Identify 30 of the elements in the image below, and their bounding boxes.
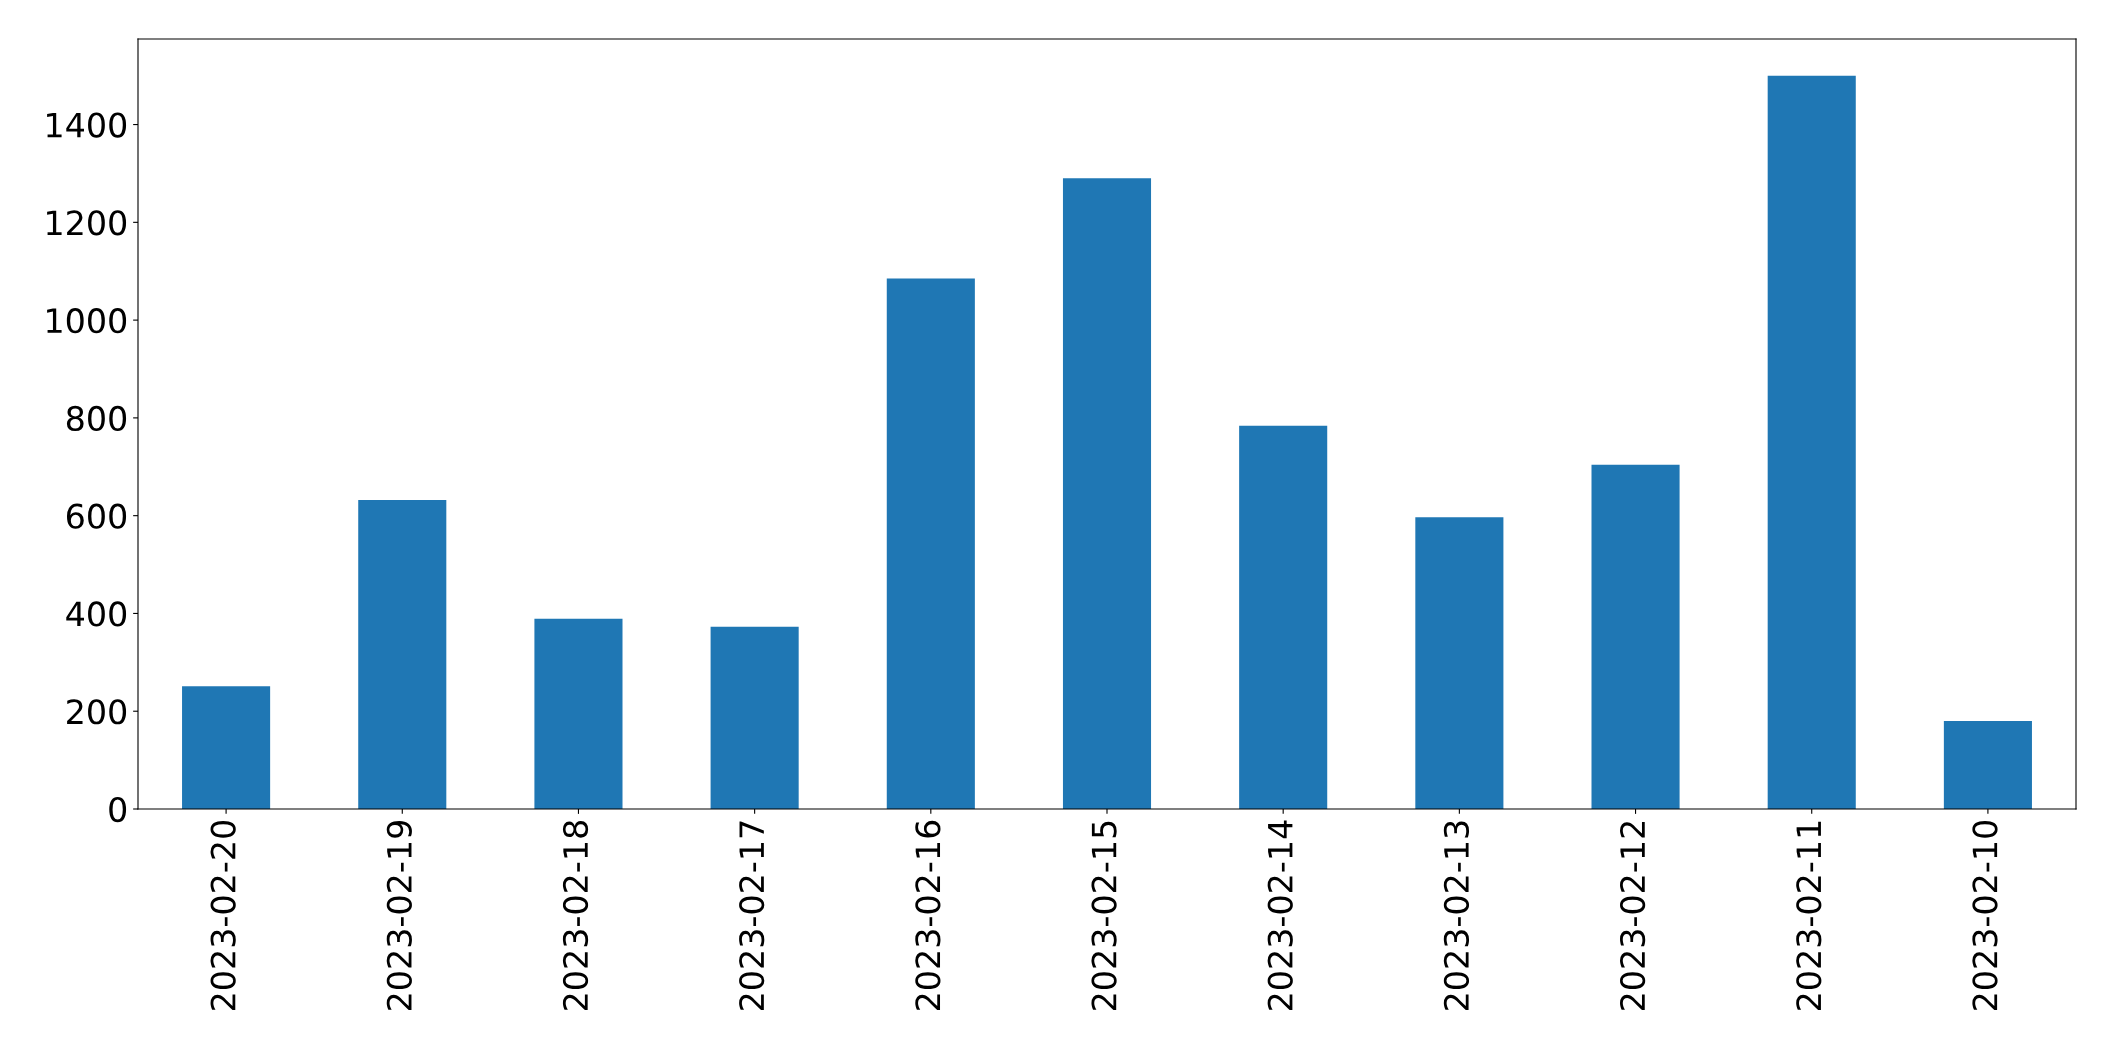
x-tick-label: 2023-02-19 — [386, 821, 412, 1010]
x-tick-label: 2023-02-12 — [1620, 822, 1646, 1010]
y-tick-label: 600 — [66, 503, 127, 529]
bar — [886, 278, 975, 809]
bar — [358, 500, 447, 809]
y-tick-label: 0 — [109, 796, 127, 823]
x-tick-label: 2023-02-18 — [562, 821, 589, 1010]
bar — [1062, 178, 1152, 809]
bar — [1415, 517, 1504, 809]
y-tick-label: 1400 — [47, 112, 127, 138]
y-tick-label: 1000 — [47, 308, 127, 334]
y-tick-label: 200 — [67, 699, 127, 725]
x-tick-label: 2023-02-11 — [1796, 821, 1822, 1010]
bar — [1239, 425, 1328, 809]
bar — [710, 626, 799, 809]
x-tick-label: 2023-02-20 — [210, 820, 236, 1010]
bar — [534, 618, 623, 809]
x-tick-label: 2023-02-15 — [1091, 821, 1117, 1010]
y-tick-label: 800 — [66, 405, 127, 432]
bar — [1591, 464, 1680, 809]
bar — [1943, 721, 2032, 809]
y-tick-label: 1200 — [47, 210, 127, 236]
x-tick-label: 2023-02-10 — [1972, 820, 1998, 1010]
y-tick-label: 400 — [66, 601, 127, 627]
x-tick-label: 2023-02-17 — [739, 821, 765, 1010]
bar — [182, 686, 271, 809]
bar — [1767, 75, 1856, 809]
x-tick-label: 2023-02-16 — [915, 820, 941, 1010]
x-tick-label: 2023-02-14 — [1267, 820, 1293, 1010]
x-tick-label: 2023-02-13 — [1443, 821, 1470, 1010]
